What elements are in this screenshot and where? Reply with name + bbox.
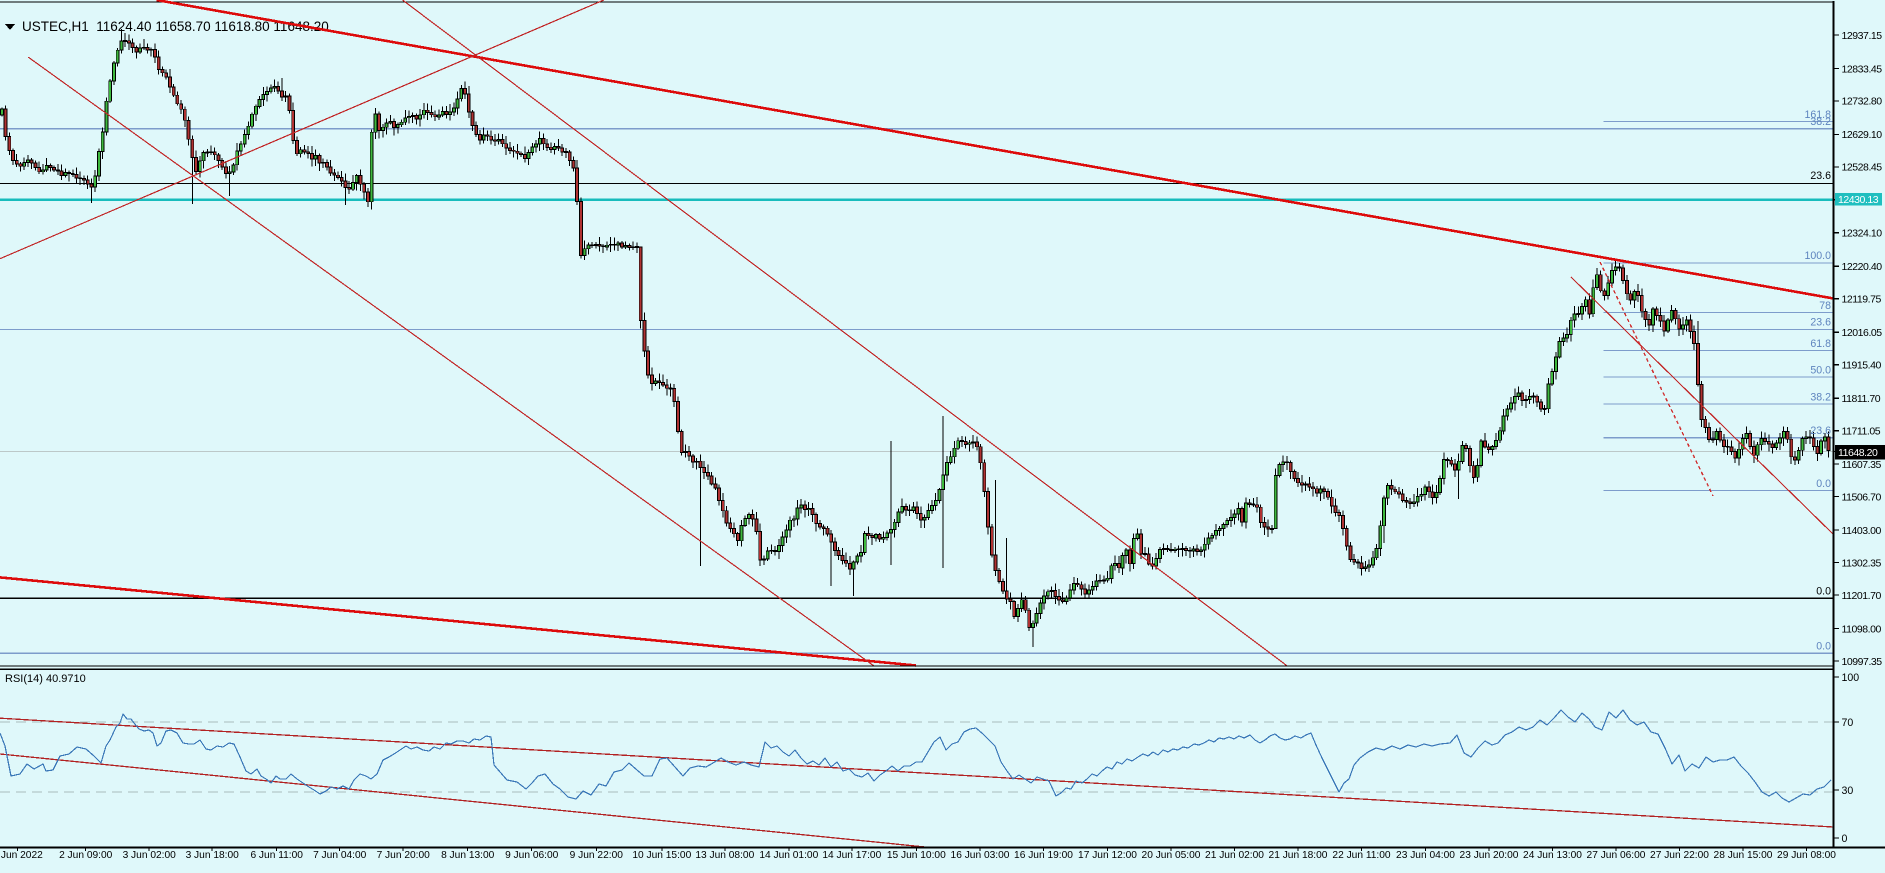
svg-text:10 Jun 15:00: 10 Jun 15:00 — [632, 850, 691, 861]
svg-text:28 Jun 15:00: 28 Jun 15:00 — [1714, 850, 1773, 861]
svg-text:38.2: 38.2 — [1810, 116, 1831, 128]
svg-text:21 Jun 02:00: 21 Jun 02:00 — [1205, 850, 1264, 861]
svg-text:61.8: 61.8 — [1810, 338, 1831, 350]
svg-text:23.6: 23.6 — [1810, 317, 1831, 329]
svg-text:27 Jun 22:00: 27 Jun 22:00 — [1650, 850, 1709, 861]
svg-text:38.2: 38.2 — [1810, 392, 1831, 404]
svg-text:11648.20: 11648.20 — [1838, 447, 1878, 459]
svg-text:12629.10: 12629.10 — [1842, 129, 1883, 141]
svg-text:15 Jun 10:00: 15 Jun 10:00 — [887, 850, 946, 861]
svg-text:70: 70 — [1842, 717, 1854, 729]
svg-text:3 Jun 02:00: 3 Jun 02:00 — [123, 850, 177, 861]
svg-text:50.0: 50.0 — [1810, 365, 1831, 377]
svg-text:9 Jun 22:00: 9 Jun 22:00 — [570, 850, 624, 861]
svg-text:1 Jun 2022: 1 Jun 2022 — [0, 850, 43, 861]
svg-text:11506.70: 11506.70 — [1842, 491, 1882, 503]
svg-text:11201.70: 11201.70 — [1842, 590, 1882, 602]
svg-text:12937.15: 12937.15 — [1842, 30, 1883, 42]
svg-text:0.0: 0.0 — [1816, 586, 1831, 598]
svg-text:23.6: 23.6 — [1810, 170, 1831, 182]
svg-text:12528.45: 12528.45 — [1842, 162, 1883, 174]
svg-text:0: 0 — [1842, 833, 1848, 845]
svg-text:12833.45: 12833.45 — [1842, 63, 1883, 75]
svg-text:29 Jun 08:00: 29 Jun 08:00 — [1777, 850, 1836, 861]
svg-text:10997.35: 10997.35 — [1842, 656, 1883, 668]
svg-text:12324.10: 12324.10 — [1842, 228, 1883, 240]
svg-text:11403.00: 11403.00 — [1842, 525, 1882, 537]
svg-text:11098.00: 11098.00 — [1842, 623, 1882, 635]
svg-text:7 Jun 04:00: 7 Jun 04:00 — [313, 850, 367, 861]
svg-text:161.8: 161.8 — [1804, 109, 1831, 121]
svg-text:12016.05: 12016.05 — [1842, 327, 1883, 339]
svg-text:0.0: 0.0 — [1816, 478, 1831, 490]
svg-text:13 Jun 08:00: 13 Jun 08:00 — [695, 850, 754, 861]
svg-text:16 Jun 19:00: 16 Jun 19:00 — [1014, 850, 1073, 861]
svg-text:21 Jun 18:00: 21 Jun 18:00 — [1269, 850, 1328, 861]
svg-text:8 Jun 13:00: 8 Jun 13:00 — [441, 850, 495, 861]
svg-text:14 Jun 01:00: 14 Jun 01:00 — [759, 850, 818, 861]
svg-text:RSI(14) 40.9710: RSI(14) 40.9710 — [5, 673, 86, 685]
svg-text:30: 30 — [1842, 785, 1854, 797]
svg-text:0.0: 0.0 — [1816, 641, 1831, 653]
svg-text:11811.70: 11811.70 — [1842, 393, 1881, 405]
svg-text:20 Jun 05:00: 20 Jun 05:00 — [1142, 850, 1201, 861]
svg-text:USTEC,H1 11624.40 11658.70 11: USTEC,H1 11624.40 11658.70 11618.80 1164… — [22, 19, 329, 34]
svg-text:11302.35: 11302.35 — [1842, 557, 1882, 569]
svg-text:22 Jun 11:00: 22 Jun 11:00 — [1332, 850, 1390, 861]
svg-text:100.0: 100.0 — [1804, 250, 1831, 262]
svg-text:2 Jun 09:00: 2 Jun 09:00 — [59, 850, 113, 861]
svg-text:17 Jun 12:00: 17 Jun 12:00 — [1078, 850, 1137, 861]
svg-text:12220.40: 12220.40 — [1842, 261, 1883, 273]
svg-text:11711.05: 11711.05 — [1842, 426, 1881, 438]
svg-text:23 Jun 04:00: 23 Jun 04:00 — [1396, 850, 1455, 861]
svg-text:14 Jun 17:00: 14 Jun 17:00 — [822, 850, 881, 861]
svg-text:6 Jun 11:00: 6 Jun 11:00 — [250, 850, 303, 861]
svg-text:9 Jun 06:00: 9 Jun 06:00 — [505, 850, 559, 861]
svg-text:27 Jun 06:00: 27 Jun 06:00 — [1587, 850, 1646, 861]
svg-text:24 Jun 13:00: 24 Jun 13:00 — [1523, 850, 1582, 861]
svg-text:23.6: 23.6 — [1810, 425, 1831, 437]
svg-text:7 Jun 20:00: 7 Jun 20:00 — [377, 850, 431, 861]
svg-text:11915.40: 11915.40 — [1842, 360, 1882, 372]
svg-text:12119.75: 12119.75 — [1842, 294, 1882, 306]
svg-text:16 Jun 03:00: 16 Jun 03:00 — [951, 850, 1010, 861]
svg-text:100: 100 — [1842, 672, 1860, 684]
svg-text:12732.80: 12732.80 — [1842, 96, 1883, 108]
svg-text:11607.35: 11607.35 — [1842, 459, 1882, 471]
svg-text:78: 78 — [1819, 300, 1831, 312]
svg-text:23 Jun 20:00: 23 Jun 20:00 — [1460, 850, 1519, 861]
svg-text:3 Jun 18:00: 3 Jun 18:00 — [186, 850, 240, 861]
svg-text:12430.13: 12430.13 — [1838, 194, 1879, 206]
